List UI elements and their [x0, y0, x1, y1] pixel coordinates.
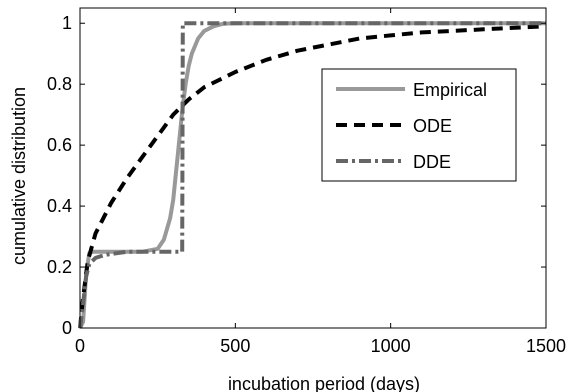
- x-tick-label: 0: [75, 336, 85, 356]
- plot-frame: [79, 7, 547, 329]
- series-line-dde: [78, 21, 546, 329]
- tick-layer: 0 500 1000 1500 0 0.2 0.4 0.6 0.8 1: [47, 8, 566, 356]
- y-tick-label: 0: [62, 318, 72, 338]
- x-tick-label: 500: [220, 336, 250, 356]
- x-axis-label: incubation period (days): [228, 374, 420, 392]
- x-tick-label: 1000: [371, 336, 411, 356]
- series-line-ode: [78, 24, 547, 329]
- y-tick-label: 0.4: [47, 196, 72, 216]
- x-tick-label: 1500: [526, 336, 566, 356]
- legend-label-dde: DDE: [413, 152, 451, 172]
- y-tick-label: 0.6: [47, 135, 72, 155]
- y-tick-label: 1: [62, 13, 72, 33]
- legend-label-ode: ODE: [413, 116, 452, 136]
- legend: Empirical ODE DDE: [321, 68, 517, 182]
- legend-label-empirical: Empirical: [413, 80, 487, 100]
- y-axis-label: cumulative distribution: [9, 87, 29, 265]
- y-tick-label: 0.2: [47, 257, 72, 277]
- series-layer: [78, 21, 547, 329]
- y-tick-label: 0.8: [47, 74, 72, 94]
- series-line-empirical: [78, 21, 546, 329]
